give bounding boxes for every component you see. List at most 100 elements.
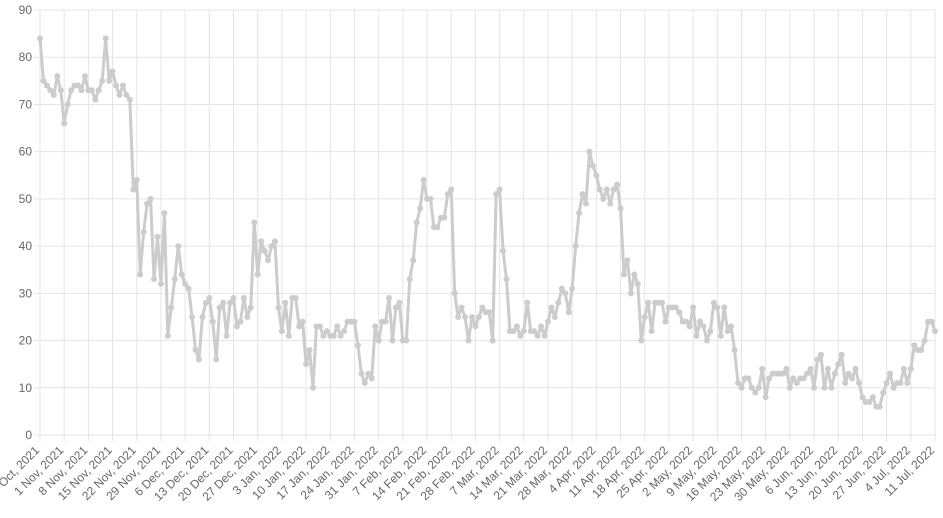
data-point (133, 177, 140, 183)
data-point (237, 318, 244, 325)
data-point (434, 224, 441, 231)
data-point (932, 328, 938, 335)
y-tick-label: 0 (25, 428, 32, 442)
data-point (296, 323, 303, 330)
data-point (119, 82, 126, 89)
data-point (116, 92, 123, 98)
data-point (603, 186, 610, 193)
data-point (558, 285, 565, 292)
data-point (479, 304, 486, 311)
data-point (372, 323, 379, 330)
data-point (365, 370, 372, 377)
data-point (375, 337, 382, 344)
data-point (164, 332, 171, 339)
data-point (887, 370, 894, 377)
data-point (130, 186, 137, 193)
data-point (351, 318, 358, 325)
data-point (524, 299, 531, 306)
data-point (513, 323, 520, 330)
data-point (140, 228, 147, 235)
y-tick-label: 70 (19, 97, 33, 111)
data-point (672, 304, 679, 311)
data-point (171, 276, 178, 283)
data-point (223, 332, 230, 339)
data-point (814, 356, 821, 363)
data-point (78, 87, 85, 94)
data-point (47, 87, 54, 94)
data-point (75, 82, 82, 89)
data-point (600, 195, 607, 202)
y-tick-label: 30 (19, 286, 33, 300)
y-tick-label: 80 (19, 50, 33, 64)
y-tick-label: 60 (19, 145, 33, 159)
data-point (503, 276, 510, 283)
data-point (68, 87, 75, 94)
data-point (147, 195, 154, 202)
y-tick-label: 90 (19, 3, 33, 17)
data-point (254, 271, 261, 278)
data-point (555, 299, 562, 306)
data-point (703, 337, 710, 344)
data-point (406, 276, 413, 283)
data-point (496, 186, 503, 193)
data-point (233, 323, 240, 330)
data-point (697, 318, 704, 325)
data-point (185, 285, 192, 292)
data-point (417, 205, 424, 212)
data-point (299, 318, 306, 325)
data-point (468, 313, 475, 320)
data-point (309, 384, 316, 391)
data-point (849, 375, 856, 382)
data-point (710, 299, 717, 306)
data-point (911, 342, 918, 349)
data-point (859, 394, 866, 401)
data-point (700, 323, 707, 330)
y-tick-label: 50 (19, 192, 33, 206)
data-point (835, 361, 842, 368)
data-point (320, 332, 327, 339)
data-point (714, 304, 721, 311)
data-point (199, 313, 206, 320)
data-point (81, 73, 88, 80)
data-point (842, 380, 849, 387)
data-point (659, 299, 666, 306)
data-point (337, 332, 344, 339)
data-point (738, 384, 745, 391)
data-point (631, 271, 638, 278)
data-point (517, 332, 524, 339)
data-point (382, 318, 389, 325)
data-point (195, 356, 202, 363)
data-point (113, 82, 120, 89)
data-point (852, 365, 859, 372)
data-point (634, 280, 641, 287)
data-point (268, 243, 275, 250)
data-point (828, 384, 835, 391)
data-point (175, 243, 182, 250)
data-point (151, 276, 158, 283)
data-point (396, 299, 403, 306)
data-point (551, 313, 558, 320)
data-point (690, 304, 697, 311)
data-point (607, 200, 614, 207)
data-point (95, 87, 102, 94)
data-line (38, 36, 937, 409)
data-point (275, 304, 282, 311)
data-point (458, 304, 465, 311)
data-point (534, 332, 541, 339)
data-point (106, 77, 113, 84)
data-point (99, 77, 106, 84)
data-point (648, 328, 655, 335)
data-point (230, 295, 237, 302)
data-point (37, 35, 43, 42)
data-point (240, 295, 247, 302)
data-point (92, 96, 99, 103)
data-point (593, 172, 600, 179)
data-point (786, 384, 793, 391)
data-point (441, 214, 448, 221)
data-point (285, 332, 292, 339)
data-point (693, 332, 700, 339)
data-point (579, 191, 586, 198)
data-point (358, 370, 365, 377)
data-point (824, 365, 831, 372)
data-point (216, 304, 223, 311)
